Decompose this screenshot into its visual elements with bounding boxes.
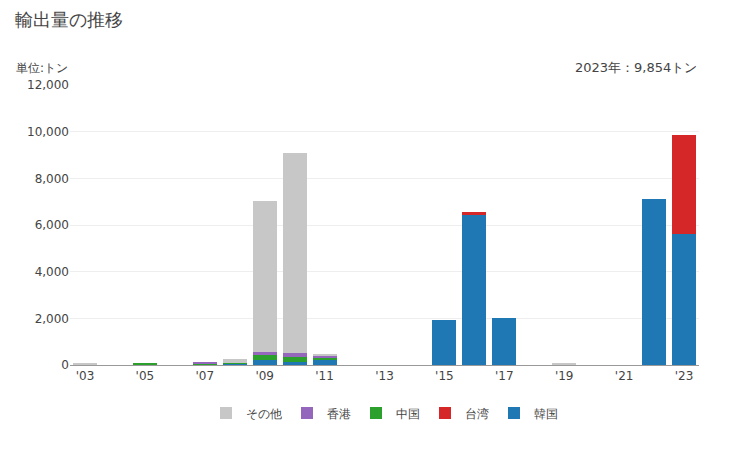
svg-text:'15: '15 bbox=[435, 369, 454, 383]
svg-text:0: 0 bbox=[61, 358, 69, 372]
svg-text:'07: '07 bbox=[196, 369, 215, 383]
svg-text:2023年：9,854トン: 2023年：9,854トン bbox=[575, 60, 697, 75]
svg-text:台湾: 台湾 bbox=[465, 407, 489, 421]
svg-text:香港: 香港 bbox=[327, 407, 351, 421]
svg-text:'17: '17 bbox=[495, 369, 514, 383]
svg-text:2,000: 2,000 bbox=[35, 312, 69, 326]
svg-text:4,000: 4,000 bbox=[35, 265, 69, 279]
svg-text:'19: '19 bbox=[555, 369, 574, 383]
svg-text:12,000: 12,000 bbox=[27, 78, 69, 92]
svg-text:単位:トン: 単位:トン bbox=[16, 61, 68, 75]
svg-text:10,000: 10,000 bbox=[27, 125, 69, 139]
svg-text:輸出量の推移: 輸出量の推移 bbox=[15, 9, 123, 30]
svg-text:その他: その他 bbox=[246, 407, 282, 421]
svg-text:'13: '13 bbox=[375, 369, 394, 383]
svg-text:8,000: 8,000 bbox=[35, 172, 69, 186]
svg-text:韓国: 韓国 bbox=[534, 407, 558, 421]
svg-text:6,000: 6,000 bbox=[35, 218, 69, 232]
svg-text:中国: 中国 bbox=[396, 407, 420, 421]
svg-text:'05: '05 bbox=[136, 369, 155, 383]
svg-text:'21: '21 bbox=[615, 369, 634, 383]
svg-text:'03: '03 bbox=[76, 369, 95, 383]
svg-text:'11: '11 bbox=[315, 369, 334, 383]
svg-text:'09: '09 bbox=[255, 369, 274, 383]
svg-text:'23: '23 bbox=[675, 369, 694, 383]
